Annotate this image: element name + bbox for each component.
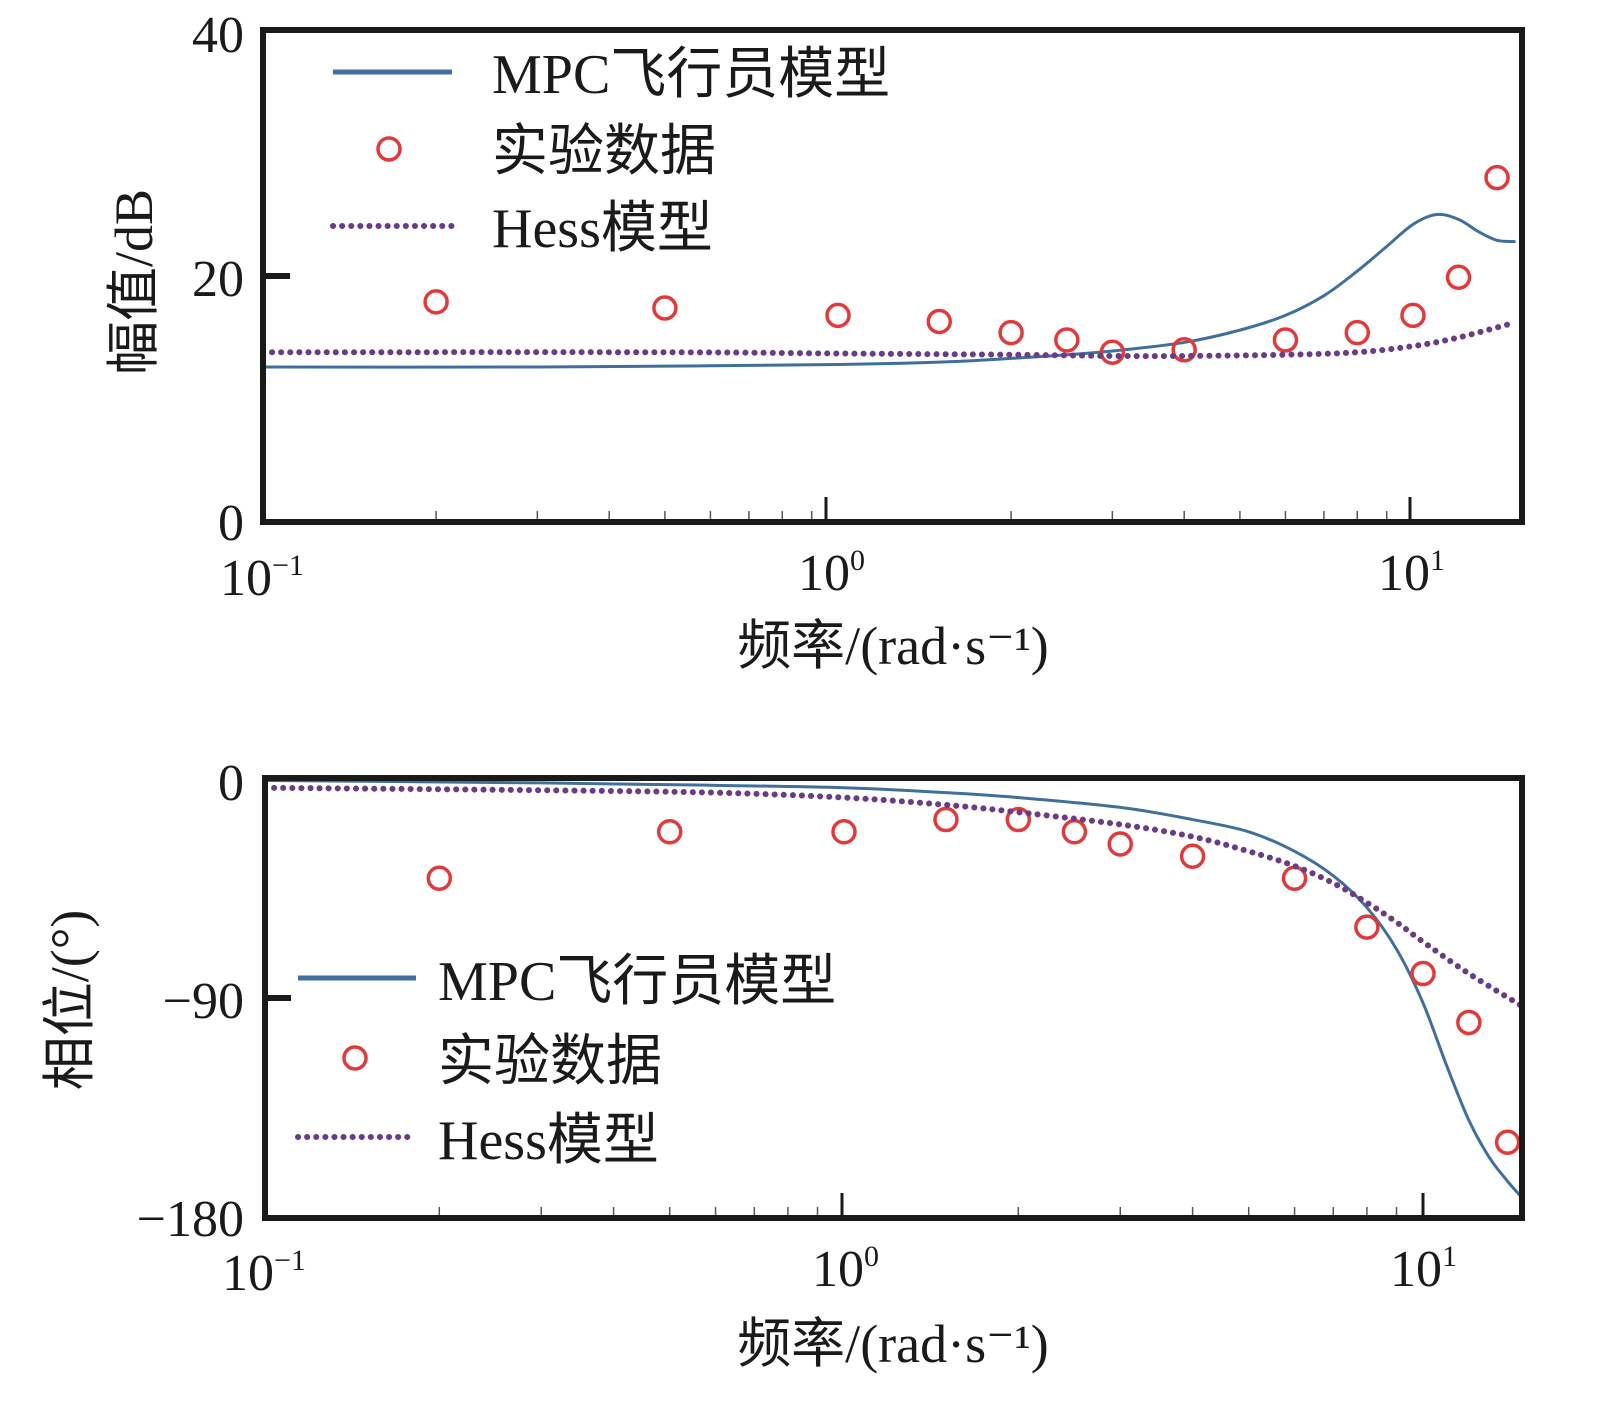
data-point	[998, 319, 1024, 346]
legend-marker-swatch	[342, 1045, 368, 1071]
xtick-exponent: −1	[274, 1244, 306, 1277]
series-experimental-data	[426, 806, 1521, 1155]
magnitude-xtick-label: 10 0	[798, 544, 865, 602]
legend-label: 实验数据	[438, 1031, 662, 1093]
xtick-exponent: 1	[1442, 1240, 1457, 1273]
data-point	[825, 302, 851, 329]
legend-label: MPC飞行员模型	[438, 951, 836, 1013]
data-point	[656, 819, 683, 845]
phase-ytick-label: −90	[163, 973, 244, 1030]
series-mpc-pilot-model-line	[263, 212, 1516, 369]
data-point	[1484, 164, 1510, 191]
phase-ytick-label: 0	[218, 755, 244, 812]
legend-item-exp: 实验数据	[342, 1031, 662, 1093]
legend-item-hess: Hess模型	[295, 1110, 659, 1172]
data-point	[1445, 264, 1472, 290]
legend-item-hess: Hess模型	[330, 198, 713, 260]
xtick-exponent: 1	[1430, 544, 1445, 577]
series-hess-model-line	[263, 319, 1518, 360]
data-point	[426, 865, 453, 891]
data-point	[926, 308, 953, 335]
magnitude-xtick-label: 10 1	[1378, 544, 1445, 602]
data-point	[1061, 819, 1088, 845]
data-point	[423, 289, 449, 315]
xtick-exponent: −1	[272, 549, 304, 582]
legend-marker-swatch	[376, 136, 402, 162]
data-point	[1400, 302, 1426, 329]
phase-frame	[262, 775, 1525, 1221]
magnitude-y-axis-title: 幅值/dB	[104, 189, 164, 375]
magnitude-panel: 40 20 0 10 −1 10 0 10 1 频率/(rad·s⁻¹) 幅值/…	[104, 7, 1525, 676]
phase-xtick-label: 10 0	[812, 1240, 879, 1298]
data-point	[1494, 1129, 1521, 1155]
phase-legend: MPC飞行员模型 实验数据 Hess模型	[295, 951, 836, 1172]
series-experimental-data	[423, 164, 1510, 366]
data-point	[1344, 319, 1371, 346]
data-point	[1179, 843, 1206, 869]
legend-label: Hess模型	[438, 1110, 659, 1172]
xtick-base: 10	[812, 1241, 864, 1298]
data-point	[933, 806, 959, 833]
legend-item-mpc: MPC飞行员模型	[333, 44, 890, 106]
phase-ytick-label: −180	[137, 1191, 244, 1248]
xtick-base: 10	[220, 550, 272, 607]
legend-label: 实验数据	[492, 121, 716, 183]
magnitude-x-axis-title: 频率/(rad·s⁻¹)	[737, 616, 1049, 676]
data-point	[1456, 1009, 1482, 1036]
magnitude-ytick-label: 20	[192, 251, 244, 308]
data-point	[1005, 806, 1032, 833]
data-point	[831, 819, 857, 845]
magnitude-legend: MPC飞行员模型 实验数据 Hess模型	[330, 44, 890, 260]
data-point	[1272, 327, 1299, 353]
magnitude-ytick-label: 0	[218, 495, 244, 552]
phase-plot-area	[262, 775, 1525, 1221]
data-point	[1410, 960, 1436, 987]
legend-item-mpc: MPC飞行员模型	[298, 951, 836, 1013]
data-point	[1354, 914, 1380, 940]
magnitude-minor-ticks	[435, 511, 1388, 519]
data-point	[652, 295, 678, 321]
series-hess-model-line	[265, 784, 1522, 1010]
magnitude-xtick-label: 10 −1	[220, 549, 304, 607]
data-point	[1171, 337, 1197, 363]
phase-xtick-label: 10 −1	[222, 1244, 306, 1302]
data-point	[1107, 831, 1134, 857]
phase-series	[265, 778, 1522, 1200]
xtick-exponent: 0	[864, 1240, 879, 1273]
xtick-base: 10	[222, 1245, 274, 1302]
xtick-exponent: 0	[850, 544, 865, 577]
xtick-base: 10	[1378, 545, 1430, 602]
phase-xtick-label: 10 1	[1390, 1240, 1457, 1298]
data-point	[1099, 339, 1126, 366]
data-point	[1054, 327, 1080, 353]
legend-item-exp: 实验数据	[376, 121, 716, 183]
phase-x-axis-title: 频率/(rad·s⁻¹)	[737, 1314, 1049, 1374]
magnitude-plot-area	[260, 27, 1525, 525]
legend-label: Hess模型	[492, 198, 713, 260]
magnitude-ytick-label: 40	[192, 7, 244, 64]
phase-minor-ticks	[438, 1207, 1398, 1215]
legend-label: MPC飞行员模型	[492, 44, 890, 106]
magnitude-frame	[260, 27, 1525, 525]
magnitude-series	[263, 164, 1518, 369]
xtick-base: 10	[1390, 1241, 1442, 1298]
xtick-base: 10	[798, 545, 850, 602]
phase-panel: 0 −90 −180 10 −1 10 0 10 1 频率/(rad·s⁻¹) …	[40, 755, 1525, 1374]
phase-y-axis-title: 相位/(°)	[40, 910, 100, 1091]
series-mpc-pilot-model-line	[265, 778, 1522, 1200]
